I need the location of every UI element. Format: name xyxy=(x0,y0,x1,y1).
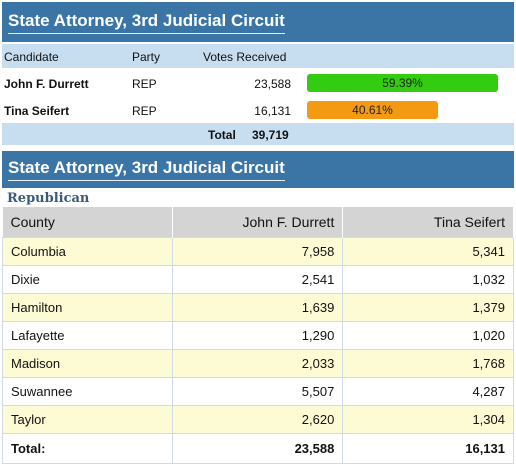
table-row: Columbia 7,958 5,341 xyxy=(2,236,514,266)
table-total-row: Total: 23,588 16,131 xyxy=(2,432,514,464)
candidate1-column-header: John F. Durrett xyxy=(172,207,344,237)
party-header: Party xyxy=(132,50,161,64)
candidate-name: Tina Seifert xyxy=(4,104,70,118)
county-cell: Madison xyxy=(2,348,173,378)
candidate1-total-cell: 23,588 xyxy=(171,432,344,464)
candidate1-votes-cell: 1,290 xyxy=(171,320,344,350)
votes-header: Votes Received xyxy=(203,50,287,64)
county-column-header: County xyxy=(2,207,173,237)
candidate-name: John F. Durrett xyxy=(4,77,89,91)
total-label: Total xyxy=(208,128,236,142)
total-label-cell: Total: xyxy=(2,432,173,464)
candidate2-votes-cell: 1,768 xyxy=(342,348,514,378)
candidate-party: REP xyxy=(132,104,157,118)
candidate1-votes-cell: 5,507 xyxy=(171,376,344,406)
county-cell: Suwannee xyxy=(2,376,173,406)
candidate2-votes-cell: 1,032 xyxy=(342,264,514,294)
candidate-row: Tina Seifert REP 16,131 40.61% xyxy=(2,97,514,123)
table-header-row: County John F. Durrett Tina Seifert xyxy=(2,207,514,237)
candidate1-votes-cell: 7,958 xyxy=(171,236,344,266)
candidate-row: John F. Durrett REP 23,588 59.39% xyxy=(2,70,514,96)
detail-title: State Attorney, 3rd Judicial Circuit xyxy=(8,158,285,181)
table-row: Madison 2,033 1,768 xyxy=(2,348,514,378)
county-cell: Lafayette xyxy=(2,320,173,350)
percent-label: 59.39% xyxy=(382,76,423,90)
candidate2-votes-cell: 4,287 xyxy=(342,376,514,406)
candidate1-votes-cell: 2,620 xyxy=(171,404,344,434)
candidate-votes: 23,588 xyxy=(254,77,291,91)
candidate2-votes-cell: 1,020 xyxy=(342,320,514,350)
party-label: Republican xyxy=(7,191,90,206)
county-cell: Hamilton xyxy=(2,292,173,322)
county-cell: Taylor xyxy=(2,404,173,434)
percent-bar: 59.39% xyxy=(307,74,498,92)
summary-title: State Attorney, 3rd Judicial Circuit xyxy=(8,11,285,34)
candidate2-votes-cell: 1,304 xyxy=(342,404,514,434)
county-cell: Columbia xyxy=(2,236,173,266)
percent-label: 40.61% xyxy=(352,103,393,117)
candidate2-column-header: Tina Seifert xyxy=(342,207,514,237)
table-row: Suwannee 5,507 4,287 xyxy=(2,376,514,406)
percent-bar: 40.61% xyxy=(307,101,438,119)
detail-title-bar: State Attorney, 3rd Judicial Circuit xyxy=(2,151,514,188)
total-votes: 39,719 xyxy=(252,128,289,142)
candidate2-votes-cell: 1,379 xyxy=(342,292,514,322)
summary-total-row: Total 39,719 xyxy=(2,123,514,145)
county-results-table: County John F. Durrett Tina Seifert Colu… xyxy=(2,207,514,464)
table-row: Taylor 2,620 1,304 xyxy=(2,404,514,434)
candidate-header: Candidate xyxy=(4,50,59,64)
table-row: Dixie 2,541 1,032 xyxy=(2,264,514,294)
summary-title-bar: State Attorney, 3rd Judicial Circuit xyxy=(2,2,514,42)
county-cell: Dixie xyxy=(2,264,173,294)
candidate2-total-cell: 16,131 xyxy=(342,432,514,464)
table-row: Lafayette 1,290 1,020 xyxy=(2,320,514,350)
summary-header-row: Candidate Party Votes Received xyxy=(2,44,514,68)
candidate1-votes-cell: 2,033 xyxy=(171,348,344,378)
candidate-party: REP xyxy=(132,77,157,91)
table-row: Hamilton 1,639 1,379 xyxy=(2,292,514,322)
candidate2-votes-cell: 5,341 xyxy=(342,236,514,266)
candidate1-votes-cell: 2,541 xyxy=(171,264,344,294)
candidate1-votes-cell: 1,639 xyxy=(171,292,344,322)
candidate-votes: 16,131 xyxy=(254,104,291,118)
